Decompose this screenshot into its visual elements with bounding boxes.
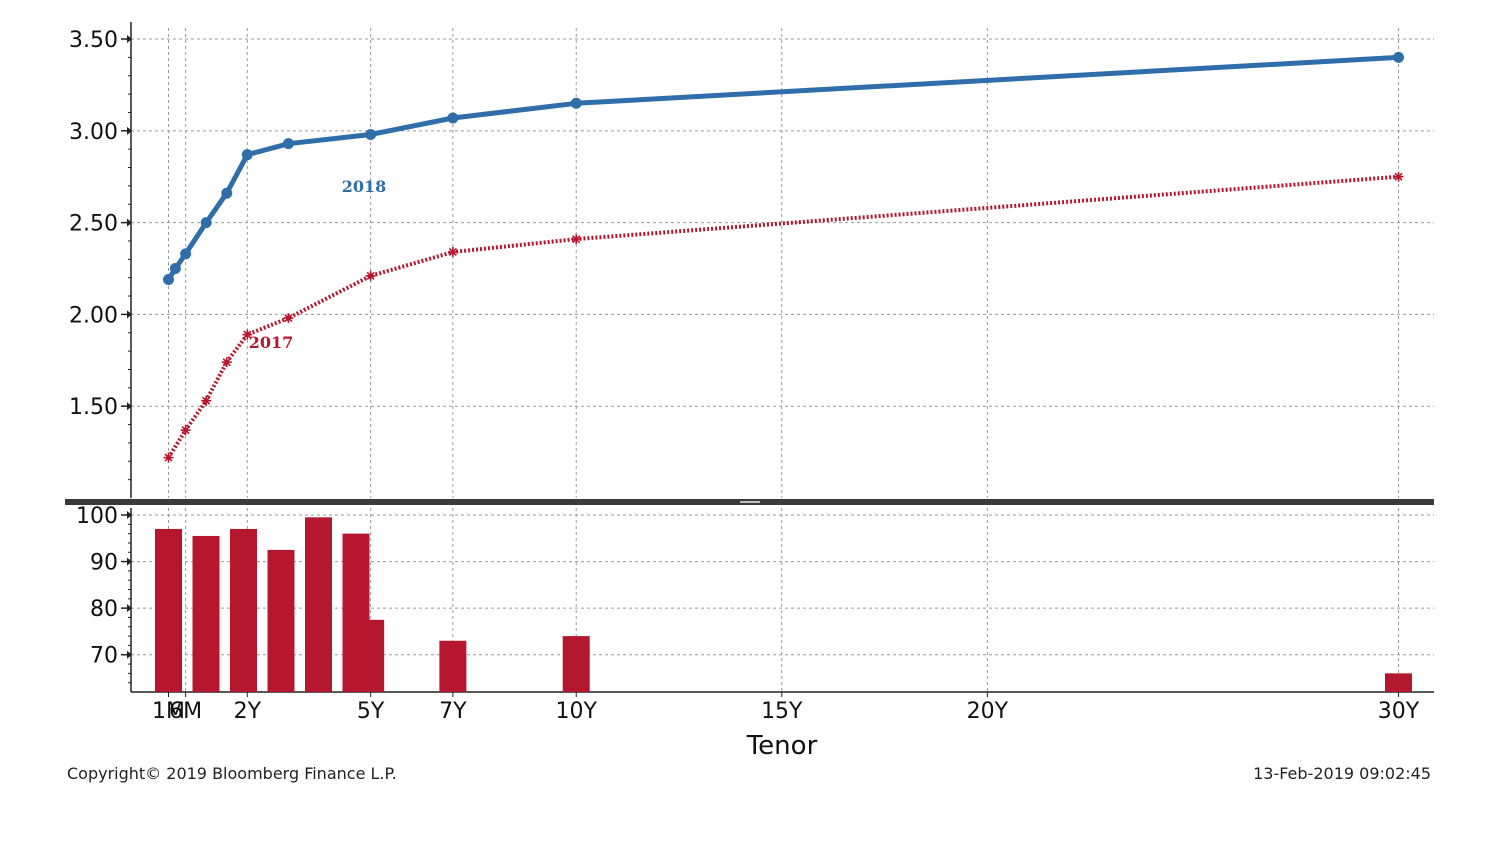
x-tick-label-7Y: 7Y	[439, 699, 467, 724]
series-label-2017: 2017	[249, 333, 294, 352]
bar-6	[357, 619, 385, 692]
point-2018-1	[169, 263, 181, 275]
point-2018-4	[221, 187, 233, 199]
x-tick-label-30Y: 30Y	[1378, 699, 1420, 724]
point-2017-5	[283, 313, 294, 324]
upper-tick-arrow	[127, 218, 132, 227]
lower-tick-arrow	[127, 510, 132, 519]
point-2018-2	[180, 248, 192, 260]
point-2018-9	[570, 97, 582, 109]
copyright-text: Copyright© 2019 Bloomberg Finance L.P.	[67, 764, 397, 783]
y-tick-label-upper: 2.50	[69, 212, 118, 237]
upper-tick-arrow	[127, 35, 132, 44]
separator-grip	[740, 501, 760, 503]
x-tick-label-20Y: 20Y	[967, 699, 1009, 724]
y-tick-label-lower: 80	[90, 597, 118, 622]
point-2017-7	[447, 246, 458, 257]
point-2018-10	[1393, 51, 1404, 63]
bar-0	[155, 528, 182, 692]
point-2017-6	[365, 270, 376, 281]
bar-9	[1385, 673, 1412, 692]
asterisk-stroke	[448, 247, 457, 257]
y-tick-label-upper: 1.50	[69, 395, 118, 420]
x-tick-label-15Y: 15Y	[761, 699, 803, 724]
upper-tick-arrow	[127, 126, 132, 135]
point-2017-3	[221, 357, 232, 368]
y-tick-label-lower: 90	[90, 551, 118, 576]
asterisk-stroke	[202, 396, 211, 405]
bar-series	[155, 517, 1412, 692]
y-tick-label-lower: 100	[76, 504, 118, 529]
point-2017-9	[1393, 171, 1404, 182]
bar-3	[267, 549, 295, 692]
asterisk-stroke	[222, 358, 231, 367]
point-2017-1	[180, 425, 191, 436]
upper-tick-arrow	[127, 402, 132, 411]
lower-tick-arrow	[127, 557, 132, 566]
point-2017-2	[201, 395, 212, 406]
asterisk-stroke	[366, 271, 375, 280]
asterisk-stroke	[1394, 172, 1403, 181]
point-2018-7	[365, 128, 377, 140]
line-series	[163, 51, 1404, 463]
series-line-2018	[166, 54, 1399, 281]
point-2018-6	[282, 138, 294, 150]
point-2018-8	[447, 112, 459, 124]
point-2017-0	[163, 452, 174, 463]
timestamp-text: 13-Feb-2019 09:02:45	[1253, 764, 1431, 783]
lower-tick-arrow	[127, 604, 132, 613]
upper-tick-arrow	[127, 310, 132, 319]
bar-2	[230, 528, 257, 692]
asterisk-stroke	[243, 330, 252, 339]
asterisk-stroke	[284, 314, 293, 323]
asterisk-stroke	[572, 235, 581, 244]
point-2017-8	[571, 234, 582, 245]
y-tick-label-upper: 3.00	[69, 120, 118, 145]
x-tick-label-6M: 6M	[169, 699, 202, 724]
bar-4	[305, 517, 332, 692]
bar-1	[192, 535, 220, 692]
point-2018-0	[163, 274, 174, 286]
x-tick-label-2Y: 2Y	[234, 699, 262, 724]
y-tick-label-lower: 70	[90, 644, 118, 669]
bar-8	[562, 636, 590, 692]
point-2018-5	[241, 149, 253, 161]
point-2017-4	[242, 329, 253, 340]
series-line-2017	[166, 174, 1399, 459]
y-tick-label-upper: 3.50	[69, 28, 118, 53]
bar-7	[439, 640, 467, 692]
asterisk-stroke	[164, 453, 173, 462]
lower-tick-arrow	[127, 650, 132, 659]
point-2018-3	[200, 217, 212, 229]
x-tick-label-5Y: 5Y	[357, 699, 385, 724]
x-tick-label-10Y: 10Y	[555, 699, 597, 724]
x-axis-title: Tenor	[746, 731, 818, 761]
x-tick-label-1M: 1M	[152, 699, 185, 724]
series-label-2018: 2018	[342, 177, 387, 196]
asterisk-stroke	[181, 426, 190, 435]
y-tick-label-upper: 2.00	[69, 303, 118, 328]
